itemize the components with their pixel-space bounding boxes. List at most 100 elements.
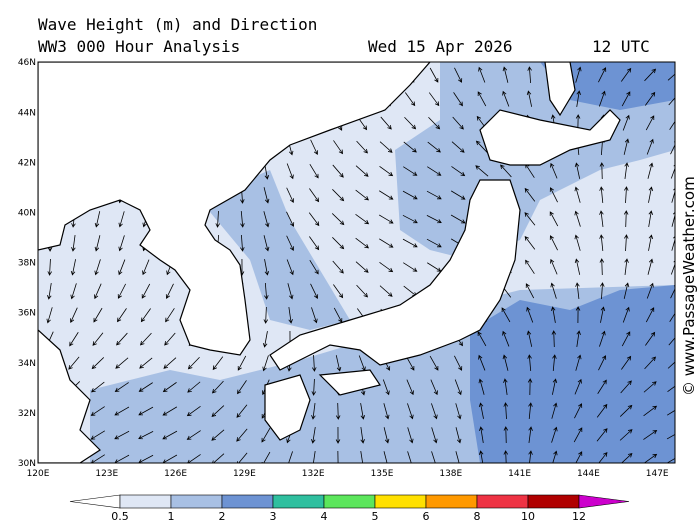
arrow bbox=[479, 426, 484, 443]
arrow bbox=[501, 307, 511, 323]
arrow bbox=[114, 382, 129, 392]
lon-label: 144E bbox=[577, 469, 600, 479]
title: Wave Height (m) and Direction bbox=[38, 15, 317, 34]
arrow bbox=[552, 354, 557, 372]
lon-label: 132E bbox=[302, 469, 325, 479]
arrow bbox=[524, 235, 536, 250]
arrow bbox=[599, 162, 605, 180]
arrow bbox=[575, 451, 583, 463]
land bbox=[479, 109, 621, 166]
lat-label: 32N bbox=[18, 409, 36, 419]
arrow bbox=[69, 332, 79, 347]
arrow bbox=[646, 282, 654, 299]
arrow bbox=[404, 92, 416, 107]
arrow bbox=[356, 140, 368, 154]
arrow bbox=[237, 380, 247, 395]
lon-label: 147E bbox=[646, 469, 669, 479]
arrow bbox=[91, 381, 105, 393]
arrow bbox=[671, 235, 675, 251]
arrow bbox=[47, 283, 52, 300]
arrow bbox=[211, 405, 225, 417]
arrow bbox=[624, 162, 629, 179]
colorbar-label: 3 bbox=[270, 510, 277, 523]
arrow bbox=[619, 404, 633, 417]
wave-zone bbox=[200, 170, 350, 330]
land bbox=[318, 369, 381, 396]
arrow bbox=[140, 308, 151, 323]
arrow bbox=[623, 210, 629, 228]
arrow bbox=[598, 67, 607, 83]
arrow bbox=[575, 282, 580, 299]
arrow bbox=[118, 235, 125, 252]
arrow bbox=[355, 237, 370, 249]
arrow bbox=[575, 306, 581, 324]
arrow bbox=[503, 426, 509, 444]
arrow bbox=[645, 115, 655, 131]
arrow bbox=[68, 356, 80, 370]
arrow bbox=[455, 403, 462, 420]
colorbar-label: 1 bbox=[168, 510, 175, 523]
arrow bbox=[332, 189, 345, 202]
arrow bbox=[427, 141, 441, 153]
colorbar-label: 6 bbox=[423, 510, 430, 523]
arrow bbox=[478, 378, 485, 395]
arrow bbox=[261, 427, 271, 443]
arrow bbox=[263, 235, 270, 252]
date: Wed 15 Apr 2026 bbox=[368, 37, 513, 56]
arrow bbox=[670, 285, 675, 299]
arrow bbox=[187, 381, 201, 393]
arrow bbox=[596, 428, 608, 442]
arrow bbox=[574, 186, 581, 203]
arrow bbox=[621, 91, 631, 107]
colorbar-segment bbox=[476, 494, 529, 509]
arrow bbox=[379, 141, 393, 153]
arrow bbox=[360, 427, 365, 444]
arrow bbox=[115, 357, 129, 369]
arrow bbox=[552, 450, 558, 463]
arrow bbox=[454, 379, 462, 396]
arrow bbox=[309, 236, 320, 251]
arrow bbox=[114, 406, 130, 416]
arrow bbox=[549, 211, 559, 227]
arrow bbox=[360, 403, 366, 420]
arrow bbox=[379, 262, 394, 273]
arrow bbox=[310, 283, 319, 299]
arrow bbox=[503, 402, 508, 420]
arrow bbox=[527, 378, 533, 396]
arrow bbox=[451, 166, 466, 177]
arrow bbox=[93, 307, 103, 323]
arrow bbox=[138, 431, 154, 440]
arrow bbox=[599, 210, 604, 227]
arrow bbox=[574, 210, 581, 227]
arrow bbox=[313, 451, 316, 463]
arrow bbox=[666, 457, 675, 463]
arrow bbox=[186, 430, 201, 440]
arrow bbox=[165, 283, 174, 299]
arrow bbox=[552, 378, 558, 395]
arrow bbox=[623, 138, 630, 155]
arrow bbox=[70, 283, 77, 300]
arrow bbox=[503, 450, 509, 463]
lon-label: 129E bbox=[233, 469, 256, 479]
arrow bbox=[454, 67, 463, 83]
arrow bbox=[622, 114, 630, 131]
arrow bbox=[622, 306, 630, 323]
colorbar-segment bbox=[425, 494, 478, 509]
arrow bbox=[382, 379, 390, 396]
map-frame bbox=[37, 61, 676, 464]
arrow bbox=[624, 258, 629, 275]
arrow bbox=[407, 427, 414, 444]
arrow bbox=[141, 283, 151, 299]
lat-label: 44N bbox=[18, 108, 36, 118]
arrow bbox=[337, 450, 339, 463]
arrow bbox=[576, 90, 581, 107]
arrow bbox=[528, 450, 533, 463]
arrow bbox=[162, 382, 177, 393]
lat-label: 30N bbox=[18, 459, 36, 469]
colorbar-label: 12 bbox=[572, 510, 586, 523]
colorbar-segment bbox=[170, 494, 223, 509]
arrow bbox=[263, 306, 269, 324]
lat-label: 34N bbox=[18, 359, 36, 369]
arrow bbox=[426, 190, 442, 200]
arrow bbox=[478, 402, 484, 419]
